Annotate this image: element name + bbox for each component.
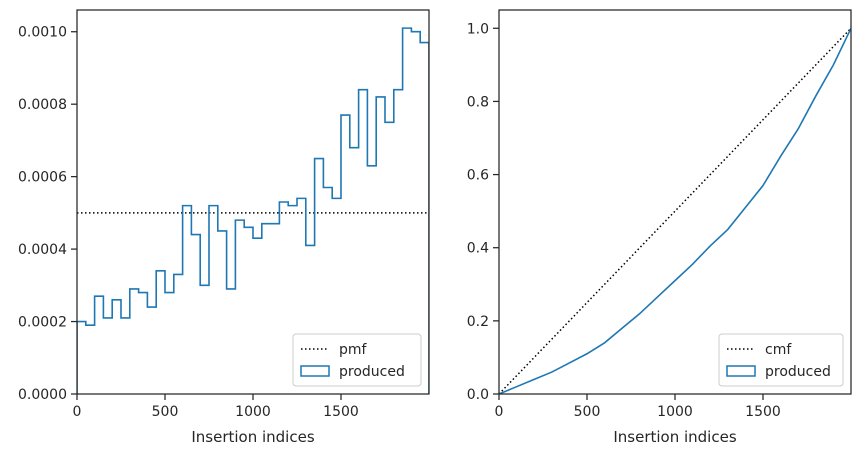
x-tick-label: 500 [574,404,601,420]
x-axis-label: Insertion indices [191,428,314,446]
y-tick-label: 0.0010 [18,25,67,41]
y-tick-label: 0.0008 [18,97,67,113]
plot-area [77,27,429,394]
legend-box [718,333,844,387]
x-tick-label: 0 [73,404,82,420]
series-cmf-line [499,27,851,394]
legend-label-cmf: cmf [765,342,792,358]
legend-label-pmf: pmf [339,342,368,358]
y-tick-label: 0.0000 [18,387,67,403]
x-tick-label: 500 [152,404,179,420]
legend: cmf produced [718,333,844,387]
y-tick-label: 0.2 [467,314,489,330]
pmf-chart: 0 500 1000 1500 0.0000 0.0002 0.0004 0.0006 0.00… [18,9,430,446]
y-tick-label: 0.6 [467,168,489,184]
legend-box [292,333,422,387]
x-tick-label: 1500 [745,404,781,420]
series-produced-line [77,27,429,394]
y-tick-label: 0.0 [467,387,489,403]
x-axis-label: Insertion indices [613,428,736,446]
legend: pmf produced [292,333,422,387]
x-tick-label: 1000 [235,404,271,420]
legend-swatch-produced [726,365,756,377]
series-produced-line [499,27,851,394]
legend-swatch-produced [300,365,330,377]
y-tick-label: 0.0002 [18,315,67,331]
y-tick-label: 0.8 [467,94,489,110]
x-tick-label: 1500 [323,404,359,420]
y-tick-label: 1.0 [467,21,489,37]
cmf-chart: 0 500 1000 1500 0.0 0.2 0.4 0.6 0.8 1.0 Insertion … [467,9,852,446]
x-tick-label: 1000 [657,404,693,420]
x-tick-label: 0 [495,404,504,420]
y-tick-label: 0.0004 [18,242,67,258]
y-tick-label: 0.4 [467,241,489,257]
legend-label-produced: produced [765,364,831,380]
y-tick-label: 0.0006 [18,170,67,186]
legend-label-produced: produced [339,364,405,380]
plot-area [499,27,851,394]
